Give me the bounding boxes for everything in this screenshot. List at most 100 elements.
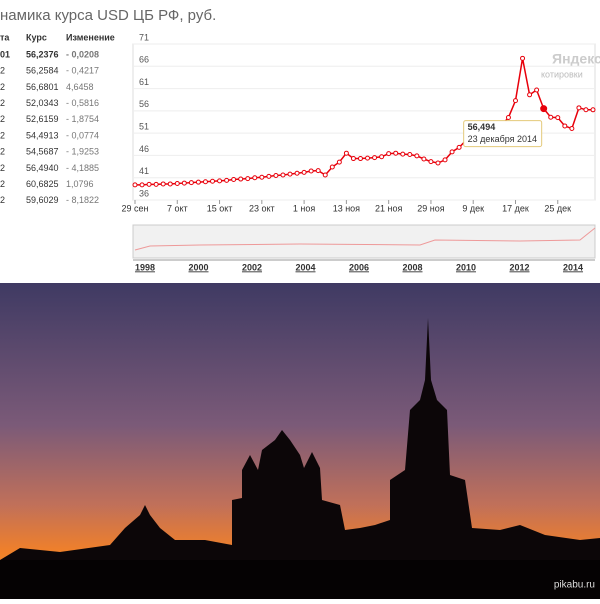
point [336,159,342,165]
table-cell: 2 [0,66,5,76]
point [146,181,152,187]
table-cell: 60,6825 [26,179,59,189]
table-cell: 56,2376 [26,49,59,59]
table-cell: - 4,1885 [66,163,99,173]
navigator-label: 2010 [456,262,476,272]
silhouette [0,318,600,599]
point [357,156,363,162]
x-tick-label: 15 окт [207,203,233,213]
point [160,181,166,187]
point [329,164,335,170]
point [393,150,399,156]
point [245,176,251,182]
navigator-label: 1998 [135,262,155,272]
point [273,172,279,178]
navigator-label: 2002 [242,262,262,272]
navigator-label: 2004 [295,262,315,272]
point [456,144,462,150]
point [252,175,258,181]
footer: pikabu.ru [554,580,595,591]
point [512,98,518,104]
navigator-label: 2008 [402,262,422,272]
point [287,171,293,177]
table-cell: 2 [0,114,5,124]
point [400,151,406,157]
point [315,168,321,174]
point [266,173,272,179]
point [167,181,173,187]
x-tick-label: 25 дек [544,203,571,213]
table-cell: 56,4940 [26,163,59,173]
table-cell: 2 [0,147,5,157]
x-tick-label: 23 окт [249,203,275,213]
tooltip [463,120,543,148]
tooltip-value: 56,494 [468,122,496,132]
table-cell: 52,6159 [26,114,59,124]
y-tick-label: 36 [139,188,149,198]
navigator-label: 2014 [563,262,583,272]
point [505,115,511,121]
y-tick-label: 46 [139,144,149,154]
navigator [132,224,596,259]
navigator-line [134,227,596,251]
point [195,179,201,185]
navigator-label: 2006 [349,262,369,272]
y-tick-label: 61 [139,77,149,87]
point [548,114,554,120]
table-cell: 2 [0,179,5,189]
point [534,87,540,93]
table-cell: 2 [0,163,5,173]
point [442,157,448,163]
point [188,180,194,186]
point [435,160,441,166]
point [527,92,533,98]
table-cell: 4,6458 [66,82,94,92]
point [372,155,378,161]
table-cell: - 8,1822 [66,195,99,205]
point [343,150,349,156]
point [308,168,314,174]
table-cell: - 1,8754 [66,114,99,124]
point [280,172,286,178]
table-cell: 1,0796 [66,179,94,189]
x-tick-label: 17 дек [502,203,529,213]
point [449,149,455,155]
table-header: Изменение [66,32,115,42]
y-tick-label: 71 [139,32,149,42]
x-tick-label: 29 сен [122,203,149,213]
point [174,181,180,187]
x-tick-label: 21 ноя [375,203,402,213]
table-cell: 2 [0,130,5,140]
point [224,177,230,183]
y-tick-label: 41 [139,166,149,176]
x-tick-label: 9 дек [462,203,484,213]
x-tick-label: 7 окт [167,203,188,213]
point [301,169,307,175]
table-cell: 2 [0,98,5,108]
point [350,156,356,162]
point [540,105,548,113]
navigator-label: 2012 [509,262,529,272]
point [428,159,434,165]
y-tick-label: 51 [139,122,149,132]
point [414,153,420,159]
point [407,152,413,158]
table-cell: 54,5687 [26,147,59,157]
ground [0,560,600,599]
watermark-sub: котировки [541,69,583,79]
table-cell: - 0,0774 [66,130,99,140]
table-cell: 52,0343 [26,98,59,108]
table-cell: 54,4913 [26,130,59,140]
x-tick-label: 29 ноя [417,203,444,213]
point [139,182,145,188]
point [576,105,582,111]
point [365,155,371,161]
point [590,107,596,113]
table-header: Курс [26,32,47,42]
table-cell: 2 [0,82,5,92]
navigator-label: 2000 [188,262,208,272]
point [294,170,300,176]
title: намика курса USD ЦБ РФ, руб. [0,7,216,24]
point [379,154,385,160]
